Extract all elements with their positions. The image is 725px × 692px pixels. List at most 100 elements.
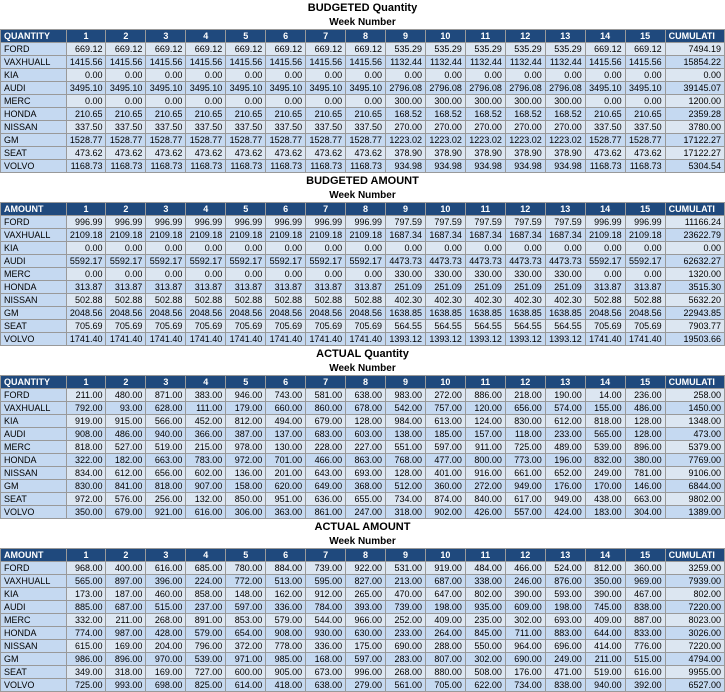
cell: 940.00 (146, 428, 186, 441)
week-header: 12 (505, 30, 545, 43)
cell: 268.00 (386, 666, 426, 679)
cell: 0.00 (226, 95, 266, 108)
cell: 1393.12 (545, 333, 585, 346)
cell: 1168.73 (625, 160, 665, 173)
cell: 201.00 (266, 467, 306, 480)
cell: 460.00 (146, 588, 186, 601)
cell: 185.00 (425, 428, 465, 441)
cell: 883.00 (545, 627, 585, 640)
cell: 426.00 (465, 506, 505, 519)
cell: 198.00 (425, 601, 465, 614)
row-label: MERC (1, 441, 67, 454)
cell: 612.00 (545, 415, 585, 428)
cell: 2109.18 (346, 229, 386, 242)
row-label: HONDA (1, 454, 67, 467)
cell: 834.00 (66, 467, 106, 480)
row-label: GM (1, 480, 67, 493)
table-row: VAXHUALL1415.561415.561415.561415.561415… (1, 56, 725, 69)
cell: 393.00 (346, 601, 386, 614)
cell: 921.00 (146, 506, 186, 519)
cell: 0.00 (106, 242, 146, 255)
cumulative-cell: 473.00 (665, 428, 724, 441)
cell: 705.69 (306, 320, 346, 333)
cumulative-cell: 5304.54 (665, 160, 724, 173)
cell: 387.00 (226, 428, 266, 441)
cell: 757.00 (425, 402, 465, 415)
cell: 1415.56 (226, 56, 266, 69)
cell: 268.00 (146, 614, 186, 627)
cell: 1741.40 (226, 333, 266, 346)
cell: 300.00 (505, 95, 545, 108)
cell: 669.12 (146, 43, 186, 56)
cell: 502.88 (226, 294, 266, 307)
week-header: 10 (425, 30, 465, 43)
table-row: HONDA210.65210.65210.65210.65210.65210.6… (1, 108, 725, 121)
cell: 5592.17 (66, 255, 106, 268)
row-label: KIA (1, 69, 67, 82)
cell: 1415.56 (306, 56, 346, 69)
cell: 669.12 (625, 43, 665, 56)
week-header: 11 (465, 203, 505, 216)
cell: 622.00 (465, 679, 505, 692)
cell: 138.00 (386, 428, 426, 441)
cell: 5592.17 (226, 255, 266, 268)
cell: 513.00 (266, 575, 306, 588)
cell: 812.00 (226, 415, 266, 428)
cell: 968.00 (66, 562, 106, 575)
cell: 2796.08 (545, 82, 585, 95)
cell: 734.00 (505, 679, 545, 692)
cell: 930.00 (306, 627, 346, 640)
cell: 0.00 (226, 242, 266, 255)
cell: 841.00 (106, 480, 146, 493)
week-header: 14 (585, 549, 625, 562)
cell: 1223.02 (545, 134, 585, 147)
cell: 661.00 (505, 467, 545, 480)
cell: 669.12 (106, 43, 146, 56)
cell: 1638.85 (386, 307, 426, 320)
week-header: 6 (266, 376, 306, 389)
cell: 524.00 (545, 562, 585, 575)
cell: 535.29 (386, 43, 426, 56)
cell: 797.59 (505, 216, 545, 229)
cell: 934.98 (386, 160, 426, 173)
cell: 0.00 (306, 95, 346, 108)
cell: 685.00 (186, 562, 226, 575)
cell: 4473.73 (505, 255, 545, 268)
week-header: 1 (66, 203, 106, 216)
cell: 797.59 (465, 216, 505, 229)
cell: 683.00 (306, 428, 346, 441)
cell: 210.65 (146, 108, 186, 121)
cell: 876.00 (545, 575, 585, 588)
cell: 452.00 (186, 415, 226, 428)
week-number-label: Week Number (0, 189, 725, 202)
cell: 1638.85 (425, 307, 465, 320)
week-header: 5 (226, 376, 266, 389)
cell: 919.00 (66, 415, 106, 428)
cumulative-cell: 7769.00 (665, 454, 724, 467)
cell: 1393.12 (465, 333, 505, 346)
cell: 0.00 (346, 69, 386, 82)
cell: 337.50 (66, 121, 106, 134)
cell: 0.00 (66, 242, 106, 255)
cell: 1223.02 (505, 134, 545, 147)
cumulative-cell: 62632.27 (665, 255, 724, 268)
cell: 656.00 (505, 402, 545, 415)
week-header: 1 (66, 376, 106, 389)
cell: 349.00 (66, 666, 106, 679)
cell: 0.00 (346, 95, 386, 108)
section-title: BUDGETED Quantity (0, 0, 725, 16)
cell: 137.00 (266, 428, 306, 441)
cell: 818.00 (146, 480, 186, 493)
cell: 1132.44 (545, 56, 585, 69)
cell: 1638.85 (465, 307, 505, 320)
cell: 288.00 (425, 640, 465, 653)
row-label: HONDA (1, 281, 67, 294)
cell: 0.00 (306, 268, 346, 281)
cell: 818.00 (66, 441, 106, 454)
cell: 252.00 (386, 614, 426, 627)
week-header: 1 (66, 549, 106, 562)
week-header: 13 (545, 30, 585, 43)
week-header: 3 (146, 376, 186, 389)
cell: 616.00 (625, 666, 665, 679)
cell: 986.00 (66, 653, 106, 666)
